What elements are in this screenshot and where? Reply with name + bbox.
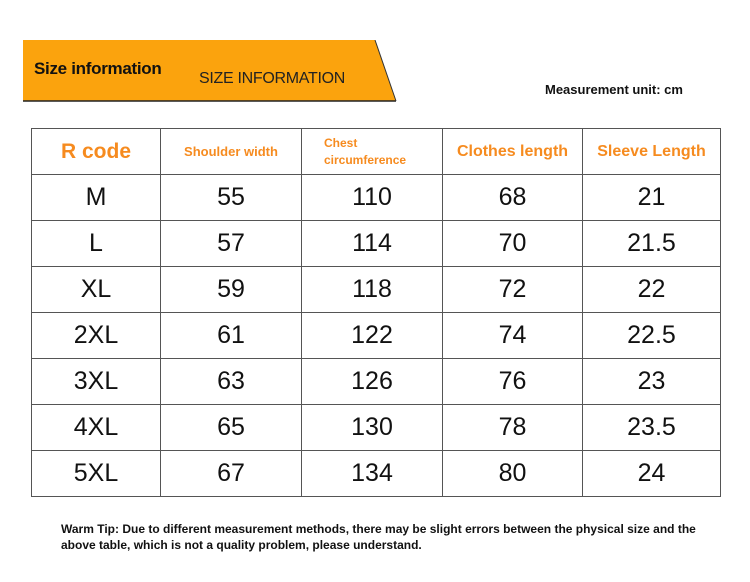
header-shoulder-width: Shoulder width bbox=[160, 128, 302, 175]
table-row: M 55 110 68 21 bbox=[31, 174, 721, 221]
cell-clothes-length: 74 bbox=[442, 312, 583, 359]
cell-clothes-length: 68 bbox=[442, 174, 583, 221]
cell-clothes-length: 76 bbox=[442, 358, 583, 405]
cell-clothes-length: 72 bbox=[442, 266, 583, 313]
warm-tip: Warm Tip: Due to different measurement m… bbox=[61, 522, 696, 552]
cell-shoulder-width: 65 bbox=[160, 404, 302, 451]
header-clothes-length: Clothes length bbox=[442, 128, 583, 175]
cell-chest: 130 bbox=[301, 404, 443, 451]
header-r-code: R code bbox=[31, 128, 161, 175]
cell-sleeve-length: 23 bbox=[582, 358, 721, 405]
cell-size: L bbox=[31, 220, 161, 267]
cell-chest: 110 bbox=[301, 174, 443, 221]
cell-size: M bbox=[31, 174, 161, 221]
cell-chest: 134 bbox=[301, 450, 443, 497]
cell-shoulder-width: 55 bbox=[160, 174, 302, 221]
banner-title: Size information bbox=[34, 59, 162, 78]
table-row: XL 59 118 72 22 bbox=[31, 266, 721, 313]
cell-shoulder-width: 61 bbox=[160, 312, 302, 359]
cell-clothes-length: 80 bbox=[442, 450, 583, 497]
cell-size: XL bbox=[31, 266, 161, 313]
table-row: 2XL 61 122 74 22.5 bbox=[31, 312, 721, 359]
cell-chest: 114 bbox=[301, 220, 443, 267]
table-header-row: R code Shoulder width Chest circumferenc… bbox=[31, 128, 721, 175]
cell-sleeve-length: 21.5 bbox=[582, 220, 721, 267]
cell-sleeve-length: 23.5 bbox=[582, 404, 721, 451]
cell-size: 5XL bbox=[31, 450, 161, 497]
size-info-banner bbox=[23, 40, 397, 102]
cell-chest: 122 bbox=[301, 312, 443, 359]
cell-sleeve-length: 22 bbox=[582, 266, 721, 313]
table-row: L 57 114 70 21.5 bbox=[31, 220, 721, 267]
cell-sleeve-length: 21 bbox=[582, 174, 721, 221]
measurement-unit: Measurement unit: cm bbox=[545, 82, 683, 97]
banner-subtitle: SIZE INFORMATION bbox=[199, 70, 346, 87]
cell-shoulder-width: 63 bbox=[160, 358, 302, 405]
size-table: R code Shoulder width Chest circumferenc… bbox=[31, 128, 721, 497]
cell-sleeve-length: 24 bbox=[582, 450, 721, 497]
banner-background bbox=[23, 40, 397, 102]
cell-size: 3XL bbox=[31, 358, 161, 405]
cell-sleeve-length: 22.5 bbox=[582, 312, 721, 359]
header-chest-circumference: Chest circumference bbox=[301, 128, 443, 175]
table-row: 5XL 67 134 80 24 bbox=[31, 450, 721, 497]
cell-clothes-length: 70 bbox=[442, 220, 583, 267]
table-row: 3XL 63 126 76 23 bbox=[31, 358, 721, 405]
cell-chest: 126 bbox=[301, 358, 443, 405]
cell-chest: 118 bbox=[301, 266, 443, 313]
header-sleeve-length: Sleeve Length bbox=[582, 128, 721, 175]
cell-clothes-length: 78 bbox=[442, 404, 583, 451]
cell-shoulder-width: 57 bbox=[160, 220, 302, 267]
cell-shoulder-width: 59 bbox=[160, 266, 302, 313]
cell-size: 2XL bbox=[31, 312, 161, 359]
cell-size: 4XL bbox=[31, 404, 161, 451]
table-row: 4XL 65 130 78 23.5 bbox=[31, 404, 721, 451]
cell-shoulder-width: 67 bbox=[160, 450, 302, 497]
